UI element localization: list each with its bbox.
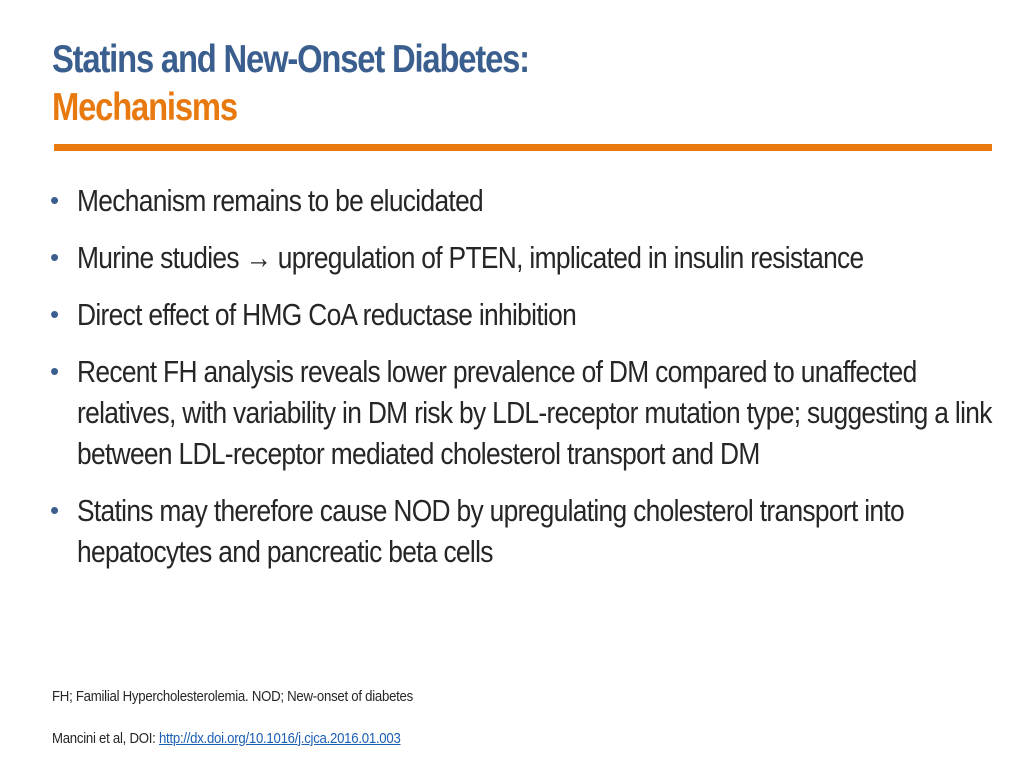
bullet-dot-icon: •: [50, 356, 59, 386]
citation-footnote: Mancini et al, DOI: http://dx.doi.org/10…: [52, 730, 401, 747]
slide-title-subtitle: Mechanisms: [52, 86, 238, 129]
bullet-text: Direct effect of HMG CoA reductase inhib…: [77, 297, 577, 332]
bullet-item: • Direct effect of HMG CoA reductase inh…: [48, 294, 1024, 335]
abbreviations-footnote: FH; Familial Hypercholesterolemia. NOD; …: [52, 688, 413, 705]
bullet-list: • Mechanism remains to be elucidated • M…: [48, 180, 1024, 588]
bullet-dot-icon: •: [50, 299, 59, 329]
citation-prefix: Mancini et al, DOI:: [52, 730, 159, 747]
bullet-item: • Mechanism remains to be elucidated: [48, 180, 1024, 221]
title-underline-divider: [54, 144, 992, 151]
bullet-item: • Recent FH analysis reveals lower preva…: [48, 351, 1024, 474]
bullet-dot-icon: •: [50, 185, 59, 215]
bullet-dot-icon: •: [50, 495, 59, 525]
doi-link[interactable]: http://dx.doi.org/10.1016/j.cjca.2016.01…: [158, 730, 401, 747]
bullet-item: • Murine studies → upregulation of PTEN,…: [48, 237, 1024, 278]
slide-title-main: Statins and New-Onset Diabetes:: [52, 38, 530, 81]
bullet-text: Mechanism remains to be elucidated: [77, 183, 484, 218]
bullet-dot-icon: •: [50, 242, 59, 272]
bullet-item: • Statins may therefore cause NOD by upr…: [48, 490, 1024, 572]
slide-title: Statins and New-Onset Diabetes: Mechanis…: [52, 36, 992, 132]
bullet-text: Recent FH analysis reveals lower prevale…: [77, 354, 992, 471]
bullet-text: Statins may therefore cause NOD by upreg…: [77, 493, 905, 569]
bullet-text: Murine studies → upregulation of PTEN, i…: [77, 240, 864, 275]
